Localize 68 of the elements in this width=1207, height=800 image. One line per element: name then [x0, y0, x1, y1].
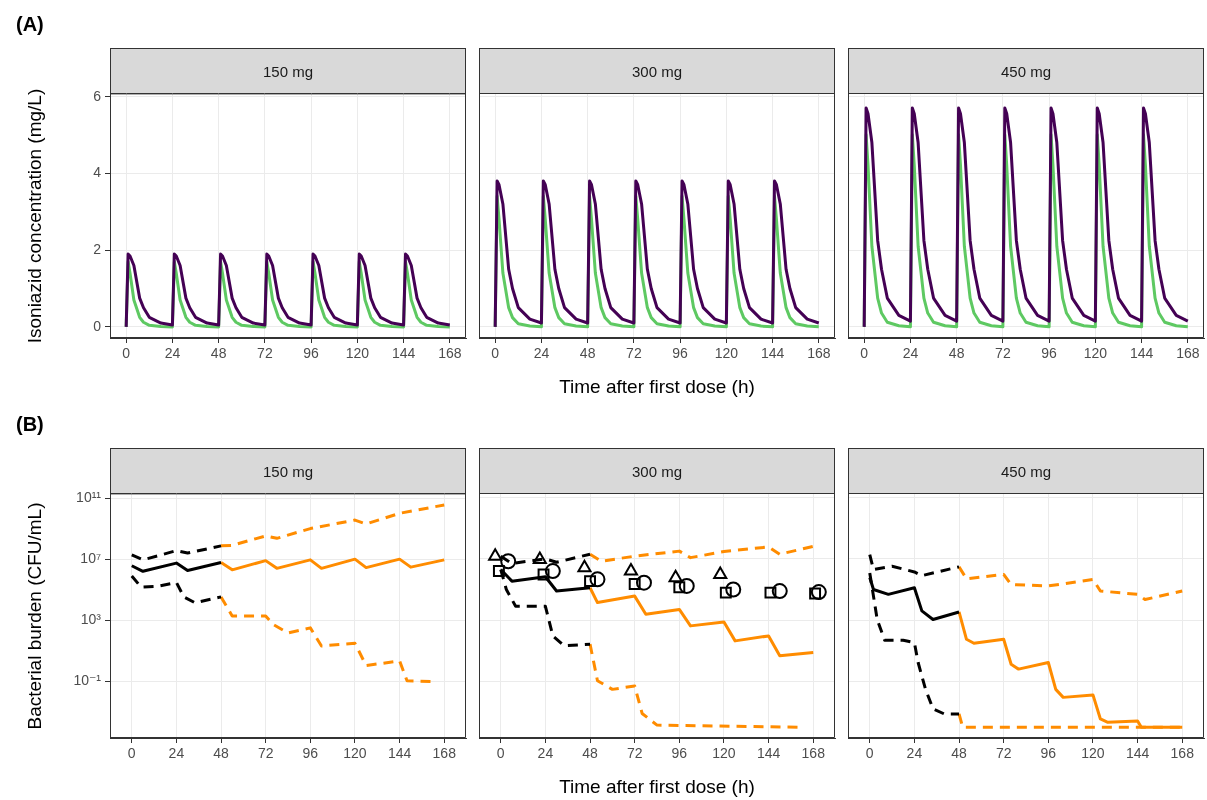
x-tick-label: 168 — [1170, 745, 1195, 762]
x-tick-label: 120 — [712, 745, 736, 762]
x-tick-label: 72 — [626, 745, 643, 762]
x-tick-label: 144 — [760, 345, 785, 362]
x-tick-label: 24 — [164, 345, 181, 362]
x-tick-label: 120 — [714, 345, 739, 362]
chart-title: 450 mg — [848, 48, 1204, 94]
x-tick-label: 144 — [391, 345, 416, 362]
y-tick-label: 10⁻¹ — [73, 672, 102, 689]
x-tick-label: 24 — [533, 345, 550, 362]
x-axis-title: Time after first dose (h) — [558, 776, 756, 798]
x-tick-label: 96 — [302, 745, 319, 762]
y-axis-title: Bacterial burden (CFU/mL) — [24, 501, 46, 731]
x-tick-label: 144 — [387, 745, 412, 762]
x-tick-label: 0 — [491, 345, 500, 362]
chart-title: 450 mg — [848, 448, 1204, 494]
x-tick-label: 24 — [902, 345, 919, 362]
x-tick-label: 144 — [1125, 745, 1150, 762]
x-tick-label: 72 — [257, 345, 273, 362]
x-tick-label: 0 — [127, 745, 136, 762]
y-tick-label: 6 — [93, 87, 102, 104]
x-tick-label: 120 — [1083, 345, 1108, 362]
x-tick-label: 24 — [537, 745, 554, 762]
x-axis-title: Time after first dose (h) — [558, 376, 756, 398]
x-tick-label: 168 — [432, 745, 457, 762]
y-tick-label: 0 — [93, 317, 102, 334]
x-tick-label: 168 — [1176, 345, 1200, 362]
x-tick-label: 120 — [343, 745, 367, 762]
x-tick-label: 48 — [210, 345, 227, 362]
text: (B) — [16, 413, 44, 436]
x-tick-label: 144 — [756, 745, 781, 762]
y-tick-label: 4 — [93, 164, 102, 181]
x-tick-label: 72 — [995, 745, 1012, 762]
chart-title: 300 mg — [479, 448, 835, 494]
x-tick-label: 48 — [579, 345, 596, 362]
x-tick-label: 48 — [948, 345, 965, 362]
x-tick-label: 96 — [672, 345, 689, 362]
x-tick-label: 0 — [496, 745, 505, 762]
x-tick-label: 168 — [438, 345, 462, 362]
y-tick-label: 10⁷ — [80, 550, 101, 567]
x-tick-label: 48 — [213, 745, 230, 762]
x-tick-label: 144 — [1129, 345, 1154, 362]
x-tick-label: 72 — [257, 745, 274, 762]
x-tick-label: 96 — [303, 345, 320, 362]
chart-title: 150 mg — [110, 48, 466, 94]
x-tick-label: 96 — [1041, 345, 1058, 362]
y-tick-label: 2 — [93, 241, 102, 258]
x-tick-label: 72 — [626, 345, 642, 362]
x-tick-label: 24 — [906, 745, 923, 762]
x-tick-label: 96 — [1040, 745, 1057, 762]
x-tick-label: 48 — [951, 745, 968, 762]
x-tick-label: 24 — [168, 745, 185, 762]
chart-title: 300 mg — [479, 48, 835, 94]
x-tick-label: 120 — [345, 345, 370, 362]
x-tick-label: 72 — [995, 345, 1011, 362]
y-tick-label: 10³ — [80, 611, 102, 628]
x-tick-label: 168 — [801, 745, 826, 762]
x-tick-label: 168 — [807, 345, 831, 362]
x-tick-label: 96 — [671, 745, 688, 762]
x-tick-label: 0 — [860, 345, 869, 362]
x-tick-label: 0 — [122, 345, 131, 362]
y-axis-title: Isoniazid concentration (mg/L) — [24, 87, 46, 345]
x-tick-label: 0 — [865, 745, 874, 762]
y-tick-label: 10¹¹ — [76, 488, 102, 505]
x-tick-label: 48 — [582, 745, 599, 762]
text: (A) — [16, 13, 44, 36]
chart-title: 150 mg — [110, 448, 466, 494]
x-tick-label: 120 — [1081, 745, 1105, 762]
